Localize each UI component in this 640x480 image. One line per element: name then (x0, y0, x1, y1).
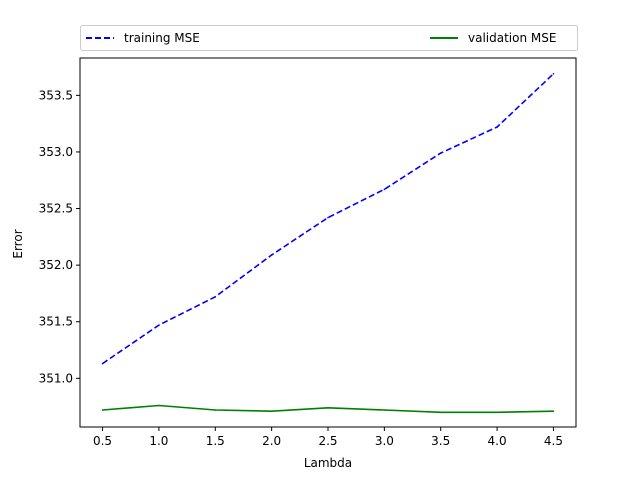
data-point (439, 152, 442, 154)
training-mse-line (102, 73, 555, 365)
data-point (552, 410, 555, 412)
data-point (496, 411, 498, 414)
data-point (214, 296, 217, 298)
x-axis-ticks: 0.5 1.0 1.5 2.0 2.5 3.0 3.5 4.0 4.5 (93, 427, 563, 448)
data-point (383, 409, 386, 411)
y-axis-label: Error (11, 229, 25, 258)
data-point (327, 406, 329, 409)
y-tick-label: 352.0 (39, 258, 73, 272)
y-tick-label: 352.5 (39, 202, 73, 216)
data-point (270, 254, 273, 256)
data-point (158, 404, 160, 407)
data-point (158, 324, 160, 326)
x-axis-label: Lambda (304, 456, 352, 470)
data-point (327, 216, 329, 219)
data-point (270, 410, 273, 412)
y-tick-label: 353.5 (39, 88, 73, 102)
data-point (439, 411, 442, 414)
data-point (214, 409, 217, 411)
legend-frame (80, 25, 578, 51)
x-tick-label: 3.5 (431, 434, 450, 448)
legend-label-training: training MSE (124, 31, 200, 45)
validation-mse-line (102, 404, 554, 414)
x-tick-label: 1.0 (149, 434, 168, 448)
y-tick-label: 351.0 (39, 371, 73, 385)
y-axis-ticks: 351.0 351.5 352.0 352.5 353.0 353.5 (39, 88, 80, 385)
y-tick-label: 351.5 (39, 315, 73, 329)
data-point (496, 126, 498, 128)
series-layer (101, 73, 555, 414)
legend: training MSE validation MSE (80, 25, 578, 51)
data-point (101, 409, 104, 411)
x-tick-label: 3.0 (375, 434, 394, 448)
x-tick-label: 4.0 (488, 434, 507, 448)
y-tick-label: 353.0 (39, 145, 73, 159)
data-point (383, 188, 386, 191)
x-tick-label: 2.0 (262, 434, 281, 448)
x-tick-label: 2.5 (318, 434, 337, 448)
data-point (101, 362, 104, 365)
plot-area (79, 57, 577, 428)
x-tick-label: 0.5 (93, 434, 112, 448)
x-tick-label: 1.5 (206, 434, 225, 448)
legend-label-validation: validation MSE (468, 31, 556, 45)
x-tick-label: 4.5 (544, 434, 563, 448)
data-point (552, 73, 555, 75)
plot-frame (79, 57, 577, 428)
